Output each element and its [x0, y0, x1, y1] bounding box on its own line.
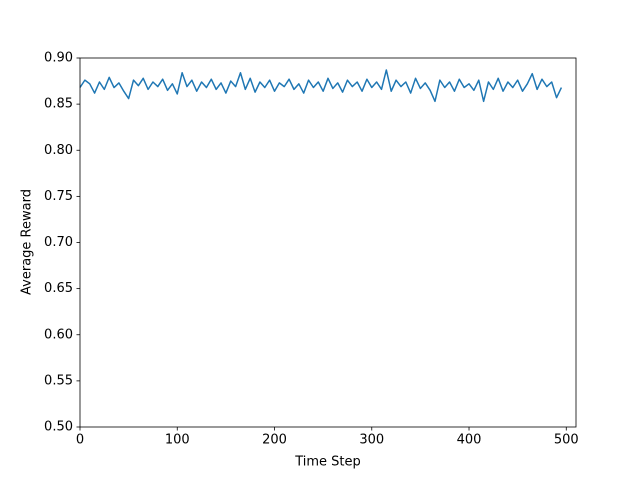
x-tick-label: 200 [262, 433, 287, 448]
y-tick-label: 0.75 [44, 189, 73, 204]
plot-frame [79, 57, 577, 428]
x-tick-label: 500 [554, 433, 579, 448]
y-axis-label: Average Reward [20, 189, 35, 295]
x-tick-label: 0 [76, 433, 84, 448]
y-tick-label: 0.65 [44, 281, 73, 296]
y-tick-label: 0.55 [44, 373, 73, 388]
y-tick-label: 0.70 [44, 235, 73, 250]
y-tick-label: 0.50 [44, 420, 73, 435]
x-tick-label: 400 [457, 433, 482, 448]
y-tick-label: 0.80 [44, 143, 73, 158]
y-tick-label: 0.90 [44, 51, 73, 66]
y-tick-label: 0.60 [44, 327, 73, 342]
x-tick-label: 300 [359, 433, 384, 448]
data-line [79, 69, 563, 103]
x-tick-label: 100 [165, 433, 190, 448]
x-axis-label: Time Step [294, 455, 361, 470]
y-tick-label: 0.85 [44, 97, 73, 112]
